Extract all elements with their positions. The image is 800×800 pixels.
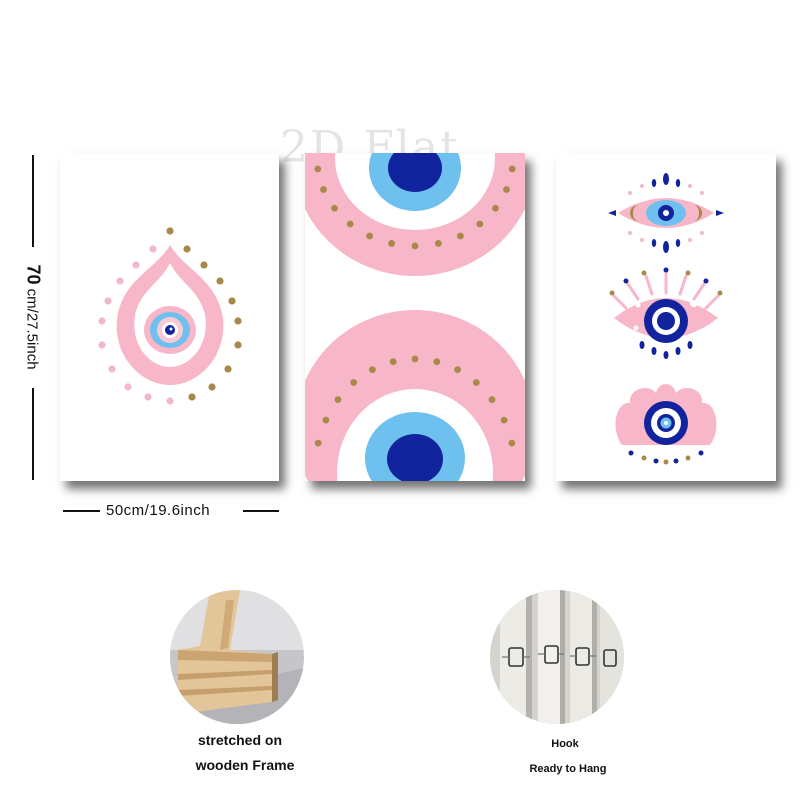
ornament-dot [104, 297, 112, 305]
ornament-dot [124, 383, 132, 391]
height-dimension-label: 70 cm/27.5inch [23, 264, 44, 369]
ornament-dot [200, 261, 208, 269]
width-dimension-line-right [243, 510, 279, 512]
arc-eye-artwork [305, 153, 525, 481]
ornament-dot [457, 232, 464, 240]
ornament-dot [183, 245, 191, 253]
frame-caption-line1: stretched on [197, 732, 282, 748]
ornament-dot [208, 383, 216, 391]
teardrop-eye-artwork [98, 227, 242, 405]
ornament-dot [433, 358, 441, 366]
ornament-dot [314, 165, 322, 173]
hook-caption-line1: Hook [551, 738, 579, 750]
ornament-dot [508, 439, 516, 447]
ornament-dot [149, 245, 157, 253]
ornament-dot [500, 416, 508, 424]
ornament-dot [216, 277, 224, 285]
ornament-dot [488, 396, 496, 404]
ornament-dot [346, 220, 354, 228]
ornament-dot [472, 379, 480, 386]
ornament-dot [411, 355, 419, 363]
three-eyes-artwork [608, 173, 724, 465]
ornament-dot [369, 366, 376, 374]
hook-caption-line2: Ready to Hang [529, 763, 607, 775]
ornament-dot [503, 186, 510, 193]
ornament-dot [389, 358, 397, 366]
width-dimension-label: 50cm/19.6inch [106, 502, 211, 519]
ornament-dot [320, 186, 327, 193]
ornament-dot [166, 227, 174, 235]
canvas-panel-left [60, 153, 279, 481]
hook-illustration [490, 590, 624, 724]
ornament-dot [454, 366, 461, 374]
ornament-dot [234, 341, 242, 349]
ornament-dot [366, 232, 373, 240]
ornament-dot [388, 240, 396, 247]
ornament-dot [228, 297, 236, 305]
ornament-dot [166, 397, 174, 405]
height-value: 70 [23, 264, 44, 285]
ornament-dot [492, 204, 499, 212]
ornament-dot [132, 261, 140, 269]
ornament-dot [224, 365, 232, 373]
ornament-dot [331, 204, 338, 212]
height-dimension-line-bottom [32, 388, 34, 480]
ornament-dot [108, 365, 116, 373]
ornament-dot [234, 317, 242, 325]
ornament-dot [116, 277, 124, 285]
canvas-panel-center [305, 153, 525, 481]
canvas-panel-right [556, 153, 776, 481]
wooden-frame-photo [170, 590, 304, 724]
ornament-dot [411, 242, 419, 250]
ornament-dot [98, 341, 106, 349]
ornament-dot [98, 317, 106, 325]
ornament-dot [314, 439, 322, 447]
hook-photo [490, 590, 624, 724]
width-dimension-line-left [63, 510, 100, 512]
height-unit: cm/27.5inch [23, 284, 41, 370]
ornament-dot [322, 416, 330, 424]
ornament-dot [434, 240, 442, 247]
ornament-dot [334, 396, 342, 404]
wooden-frame-illustration [170, 590, 304, 724]
ornament-dot [350, 379, 358, 386]
height-dimension-line-top [32, 155, 34, 247]
ornament-dot [508, 165, 516, 173]
frame-caption-line2: wooden Frame [195, 757, 295, 773]
ornament-dot [188, 393, 196, 401]
ornament-dot [476, 220, 484, 228]
ornament-dot [144, 393, 152, 401]
